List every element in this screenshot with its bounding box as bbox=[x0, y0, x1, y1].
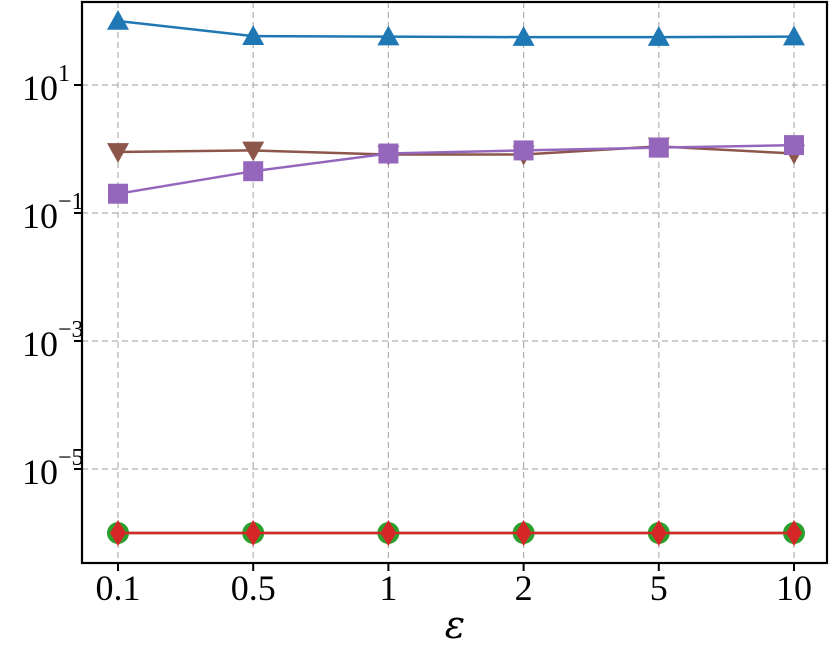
data-point bbox=[512, 26, 535, 46]
data-point bbox=[513, 140, 534, 161]
y-tick-exponent: 1 bbox=[58, 61, 70, 87]
series-square bbox=[108, 135, 804, 204]
plot-frame bbox=[80, 0, 829, 565]
data-point bbox=[647, 26, 670, 46]
series-line bbox=[117, 143, 795, 195]
y-tick-label: 10 bbox=[22, 196, 58, 236]
data-point bbox=[245, 520, 262, 546]
data-point bbox=[648, 137, 669, 158]
x-tick-label: 0.5 bbox=[231, 568, 276, 608]
data-point bbox=[515, 520, 532, 546]
grid bbox=[82, 2, 827, 563]
series-triangle-up bbox=[107, 10, 805, 46]
y-tick-label: 10 bbox=[22, 68, 58, 108]
data-point bbox=[786, 520, 802, 546]
data-point bbox=[378, 143, 399, 164]
data-point bbox=[107, 143, 129, 163]
data-point bbox=[784, 135, 804, 156]
x-axis-title: ε bbox=[445, 603, 465, 645]
series-diamond bbox=[110, 520, 802, 546]
x-tick-label: 1 bbox=[379, 568, 397, 608]
data-point bbox=[242, 141, 265, 162]
x-tick-label: 2 bbox=[515, 568, 533, 608]
series-layer bbox=[107, 10, 805, 546]
data-point bbox=[377, 25, 400, 46]
data-point bbox=[243, 161, 264, 182]
series-line bbox=[117, 19, 795, 39]
x-tick-label: 5 bbox=[650, 568, 668, 608]
data-point bbox=[110, 520, 126, 546]
data-point bbox=[242, 25, 265, 45]
x-tick-label: 0.1 bbox=[96, 568, 141, 608]
data-point bbox=[107, 10, 129, 30]
y-tick-exponent: −3 bbox=[58, 317, 84, 343]
y-tick-exponent: −5 bbox=[58, 445, 84, 471]
x-tick-label: 10 bbox=[776, 568, 812, 608]
y-tick-label: 10 bbox=[22, 452, 58, 492]
y-tick-label: 10 bbox=[22, 324, 58, 364]
data-point bbox=[783, 25, 805, 46]
y-tick-exponent: −1 bbox=[58, 189, 84, 215]
data-point bbox=[380, 520, 397, 546]
data-point bbox=[108, 183, 128, 204]
data-point bbox=[650, 520, 667, 546]
